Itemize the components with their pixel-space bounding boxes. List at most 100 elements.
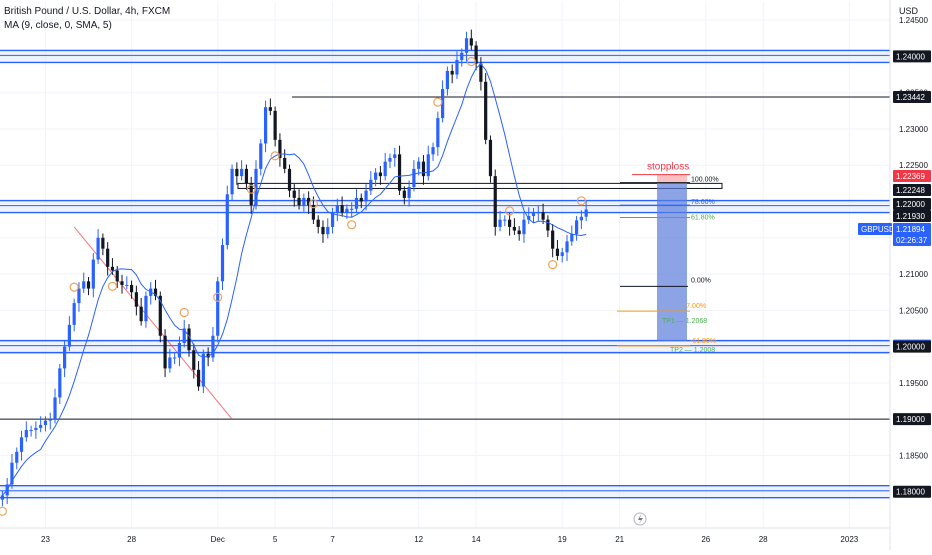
candle-body <box>216 281 220 336</box>
x-tick-label: 21 <box>615 535 624 544</box>
candle-body <box>287 168 292 191</box>
candle-body <box>450 70 454 75</box>
price-tag-label: 1.22369 <box>896 172 925 181</box>
candle-body <box>354 197 359 209</box>
candle-body <box>134 292 138 307</box>
candle-body <box>15 451 19 463</box>
price-tag-level <box>893 91 931 104</box>
candle-body <box>62 346 67 369</box>
candle-body <box>445 70 449 90</box>
zone-fill <box>0 200 890 213</box>
price-tag-label: 1.24000 <box>896 52 925 61</box>
candle-body <box>536 212 540 214</box>
candle-body <box>120 281 124 285</box>
candle-body <box>421 161 426 177</box>
x-tick-label: 23 <box>41 535 50 544</box>
candle-body <box>163 335 167 369</box>
candle-body <box>29 430 33 432</box>
candle-body <box>273 110 277 140</box>
candle-body <box>283 157 287 169</box>
fib-618-label: 61.80% <box>691 214 715 221</box>
y-tick-label: 1.23000 <box>899 125 928 134</box>
candle-body <box>345 208 349 213</box>
candle-body <box>426 154 430 177</box>
x-tick-label: 5 <box>273 535 278 544</box>
candle-body <box>201 353 205 387</box>
y-tick-label: 1.21000 <box>899 270 928 279</box>
range-box <box>237 182 723 189</box>
price-tag-countdown <box>893 234 931 246</box>
position-target-zone <box>657 183 687 341</box>
y-tick-label: 1.22500 <box>899 161 928 170</box>
candle-body <box>503 219 507 221</box>
pivot-marker <box>246 184 256 194</box>
candle-body <box>53 397 57 420</box>
candle-body <box>359 197 363 202</box>
pivot-marker <box>270 151 280 161</box>
candle-body <box>235 168 239 177</box>
candle-body <box>335 205 339 213</box>
candle-body <box>541 212 545 220</box>
candle-body <box>574 220 579 235</box>
candle-body <box>316 219 320 227</box>
candle-body <box>96 237 100 260</box>
candle-body <box>230 168 234 195</box>
pivot-marker <box>107 281 118 292</box>
candle-body <box>144 295 148 322</box>
candle-body <box>436 118 440 148</box>
candle-body <box>58 368 62 398</box>
pivot-marker <box>179 307 189 318</box>
x-tick-label: 12 <box>414 535 423 544</box>
candle-body <box>321 226 325 235</box>
candle-body <box>584 209 588 217</box>
fib-100-label: 100.00% <box>691 177 719 184</box>
candle-body <box>48 419 52 421</box>
candle-body <box>106 248 110 267</box>
candle-body <box>417 161 421 169</box>
candle-body <box>555 248 560 256</box>
x-tick-label: 19 <box>558 535 567 544</box>
pivot-marker <box>0 506 7 516</box>
price-tag-level <box>893 50 931 63</box>
bolt-glyph-icon <box>638 514 643 524</box>
ma-line <box>2 63 587 496</box>
tp1-label: TP1 — 1.2068 <box>662 318 707 325</box>
candle-body <box>302 197 306 206</box>
candle-body <box>86 281 91 289</box>
x-tick-label: Dec <box>211 535 225 544</box>
candle-body <box>307 197 311 206</box>
candle-body <box>407 187 411 198</box>
candle-body <box>522 219 526 235</box>
candle-body <box>464 38 469 53</box>
candle-body <box>388 157 392 162</box>
candle-body <box>364 190 368 202</box>
candle-body <box>168 357 172 369</box>
candle-body <box>240 168 244 177</box>
candle-body <box>455 60 459 75</box>
price-tag-label: 1.23442 <box>896 93 925 102</box>
candle-body <box>311 205 316 220</box>
x-tick-label: 7 <box>330 535 335 544</box>
candle-body <box>192 350 196 370</box>
candle-body <box>383 161 387 177</box>
price-tag-level <box>893 485 931 498</box>
price-tag-label: 1.22000 <box>896 200 925 209</box>
zone-fill <box>0 485 890 498</box>
candle-body <box>244 168 249 184</box>
zone-fill <box>0 50 890 63</box>
price-tag-symbol <box>858 223 892 235</box>
price-tag-label: 1.20000 <box>896 343 925 352</box>
price-tag-label: 1.19000 <box>896 415 925 424</box>
price-tag-level <box>893 210 931 222</box>
candle-body <box>546 219 550 231</box>
candle-body <box>484 81 488 140</box>
candle-body <box>268 107 272 111</box>
candle-body <box>77 288 81 304</box>
candle-body <box>479 63 483 82</box>
price-tag-level <box>893 413 931 426</box>
fib-m618-label: -61.80% <box>690 338 716 345</box>
candle-body <box>488 139 493 177</box>
candle-body <box>507 219 512 227</box>
